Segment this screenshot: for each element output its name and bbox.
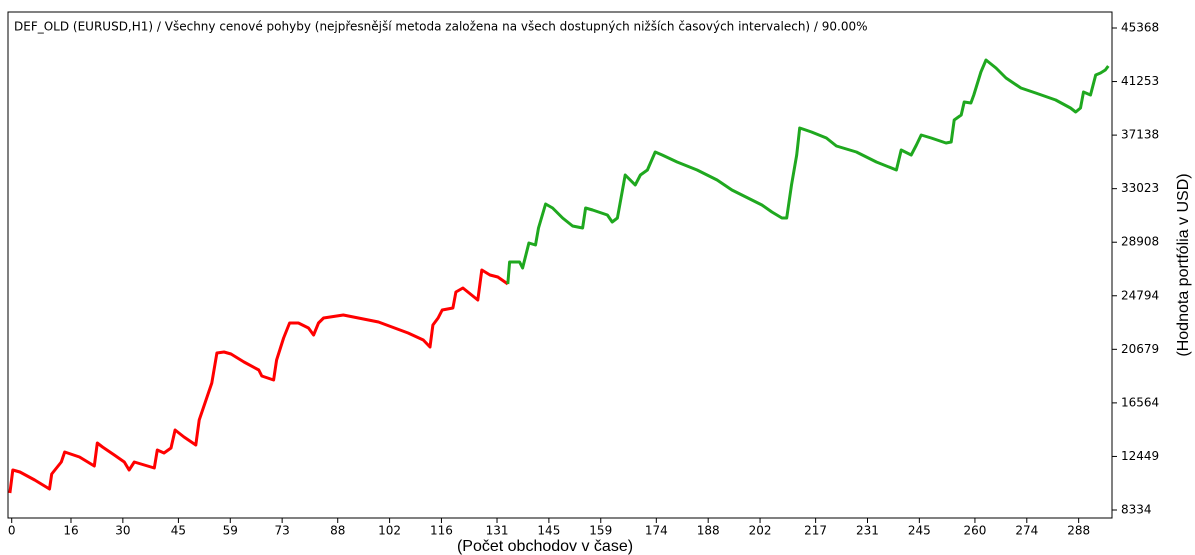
x-tick-label: 174 [645, 524, 668, 538]
x-tick-label: 45 [171, 524, 186, 538]
y-tick-label: 20679 [1121, 342, 1159, 356]
x-tick-label: 131 [486, 524, 509, 538]
y-tick-label: 16564 [1121, 395, 1159, 409]
y-tick-label: 41253 [1121, 74, 1159, 88]
chart-title: DEF_OLD (EURUSD,H1) / Všechny cenové poh… [14, 20, 868, 34]
x-tick-label: 188 [697, 524, 720, 538]
x-tick-label: 217 [804, 524, 827, 538]
x-tick-label: 73 [275, 524, 290, 538]
y-tick-label: 24794 [1121, 288, 1159, 302]
y-tick-label: 37138 [1121, 128, 1159, 142]
x-tick-label: 159 [589, 524, 612, 538]
x-tick-label: 116 [430, 524, 453, 538]
x-axis-label: (Počet obchodov v čase) [457, 538, 633, 555]
y-tick-label: 28908 [1121, 235, 1159, 249]
x-tick-label: 260 [963, 524, 986, 538]
x-tick-label: 274 [1015, 524, 1038, 538]
y-tick-label: 12449 [1121, 449, 1159, 463]
equity-line [506, 58, 1110, 285]
y-tick-label: 33023 [1121, 181, 1159, 195]
x-tick-label: 88 [330, 524, 345, 538]
y-tick-label: 45368 [1121, 20, 1159, 34]
equity-line [8, 268, 509, 494]
x-tick-label: 16 [63, 524, 78, 538]
x-tick-label: 231 [856, 524, 879, 538]
y-tick-label: 8334 [1121, 502, 1152, 516]
plot-frame [7, 11, 1113, 519]
x-tick-label: 102 [378, 524, 401, 538]
x-tick-label: 245 [908, 524, 931, 538]
x-tick-label: 0 [8, 524, 16, 538]
x-tick-label: 59 [223, 524, 238, 538]
x-tick-label: 30 [115, 524, 130, 538]
x-tick-label: 145 [537, 524, 560, 538]
x-tick-label: 288 [1067, 524, 1090, 538]
y-axis-label: (Hodnota portfólia v USD) [1175, 173, 1192, 356]
x-tick-label: 202 [749, 524, 772, 538]
